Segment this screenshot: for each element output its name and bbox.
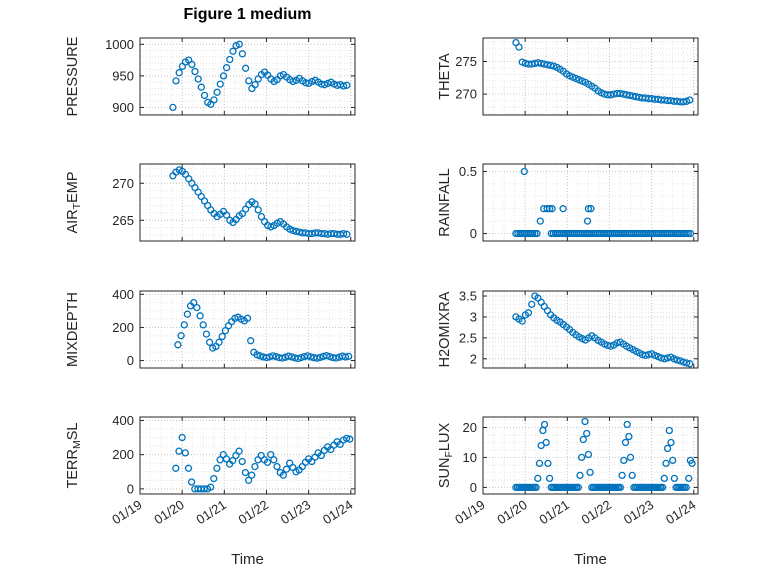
y-axis-label-airtemp: AIRTEMP — [65, 171, 83, 233]
y-tick-label: 1000 — [105, 37, 134, 52]
y-tick-label: 270 — [112, 176, 134, 191]
y-tick-label: 0 — [127, 353, 134, 368]
y-tick-label: 10 — [463, 450, 477, 465]
y-tick-label: 950 — [112, 68, 134, 83]
data-series-pressure — [169, 40, 351, 112]
x-tick-label: 01/23 — [278, 497, 313, 527]
x-tick-label: 01/21 — [536, 497, 571, 527]
data-series-rainfall — [512, 167, 695, 238]
x-tick-label: 01/19 — [452, 497, 487, 527]
data-series-mixdepth — [174, 298, 353, 363]
x-tick-label: 01/22 — [579, 497, 614, 527]
y-tick-label: 270 — [455, 87, 477, 102]
y-tick-label: 265 — [112, 213, 134, 228]
y-tick-label: 400 — [112, 413, 134, 428]
subplot-pressure: 900 950 1000 PRESSURE — [65, 36, 356, 116]
y-tick-label: 3 — [470, 309, 477, 324]
subplot-h2omixra: 2 2.5 3 3.5 H2OMIXRA — [437, 289, 699, 369]
subplot-terrmsl: 0 200 400 01/19 01/20 01/21 01/22 01/23 01/24 TER… — [65, 413, 356, 527]
y-axis-label-h2omixra: H2OMIXRA — [437, 291, 453, 367]
subplot-airtemp: 265 270 AIRTEMP — [65, 163, 356, 242]
subplot-mixdepth: 0 200 400 MIXDEPTH — [65, 287, 356, 369]
subplot-rainfall: 0 0.5 RAINFALL — [437, 163, 699, 242]
x-tick-label: 01/20 — [151, 497, 186, 527]
y-tick-label: 2.5 — [459, 330, 477, 345]
y-tick-label: 0 — [127, 481, 134, 496]
y-tick-label: 275 — [455, 54, 477, 69]
x-axis-label-right: Time — [574, 551, 607, 568]
data-series-h2omixra — [512, 292, 694, 368]
y-axis-label-theta: THETA — [437, 53, 453, 100]
y-axis-label-sunflux: SUNFLUX — [437, 423, 455, 489]
data-series-airtemp — [169, 166, 351, 238]
y-tick-label: 200 — [112, 320, 134, 335]
x-tick-label: 01/24 — [320, 497, 355, 527]
data-series-theta — [512, 38, 694, 106]
y-tick-label: 0 — [470, 226, 477, 241]
x-tick-label: 01/19 — [109, 497, 144, 527]
y-axis-label-terrmsl: TERRMSL — [65, 423, 83, 489]
y-tick-label: 2 — [470, 351, 477, 366]
data-series-sunflux — [512, 417, 696, 492]
y-tick-label: 0 — [470, 480, 477, 495]
y-axis-label-mixdepth: MIXDEPTH — [65, 292, 81, 367]
x-axis-label-left: Time — [231, 551, 264, 568]
y-tick-label: 0.5 — [459, 164, 477, 179]
y-axis-label-rainfall: RAINFALL — [437, 168, 453, 237]
x-tick-label: 01/23 — [621, 497, 656, 527]
y-tick-label: 3.5 — [459, 289, 477, 304]
subplot-sunflux: 0 10 20 01/19 01/20 01/21 01/22 01/23 01/24 SUNFL… — [437, 416, 699, 527]
y-axis-label-pressure: PRESSURE — [65, 36, 81, 116]
figure-title: Figure 1 medium — [183, 6, 312, 23]
y-tick-label: 20 — [463, 420, 477, 435]
x-tick-label: 01/20 — [494, 497, 529, 527]
y-tick-label: 200 — [112, 447, 134, 462]
x-tick-label: 01/22 — [236, 497, 271, 527]
x-tick-label: 01/24 — [663, 497, 698, 527]
x-tick-label: 01/21 — [193, 497, 228, 527]
y-tick-label: 900 — [112, 100, 134, 115]
data-series-terrmsl — [172, 433, 354, 493]
y-tick-label: 400 — [112, 287, 134, 302]
